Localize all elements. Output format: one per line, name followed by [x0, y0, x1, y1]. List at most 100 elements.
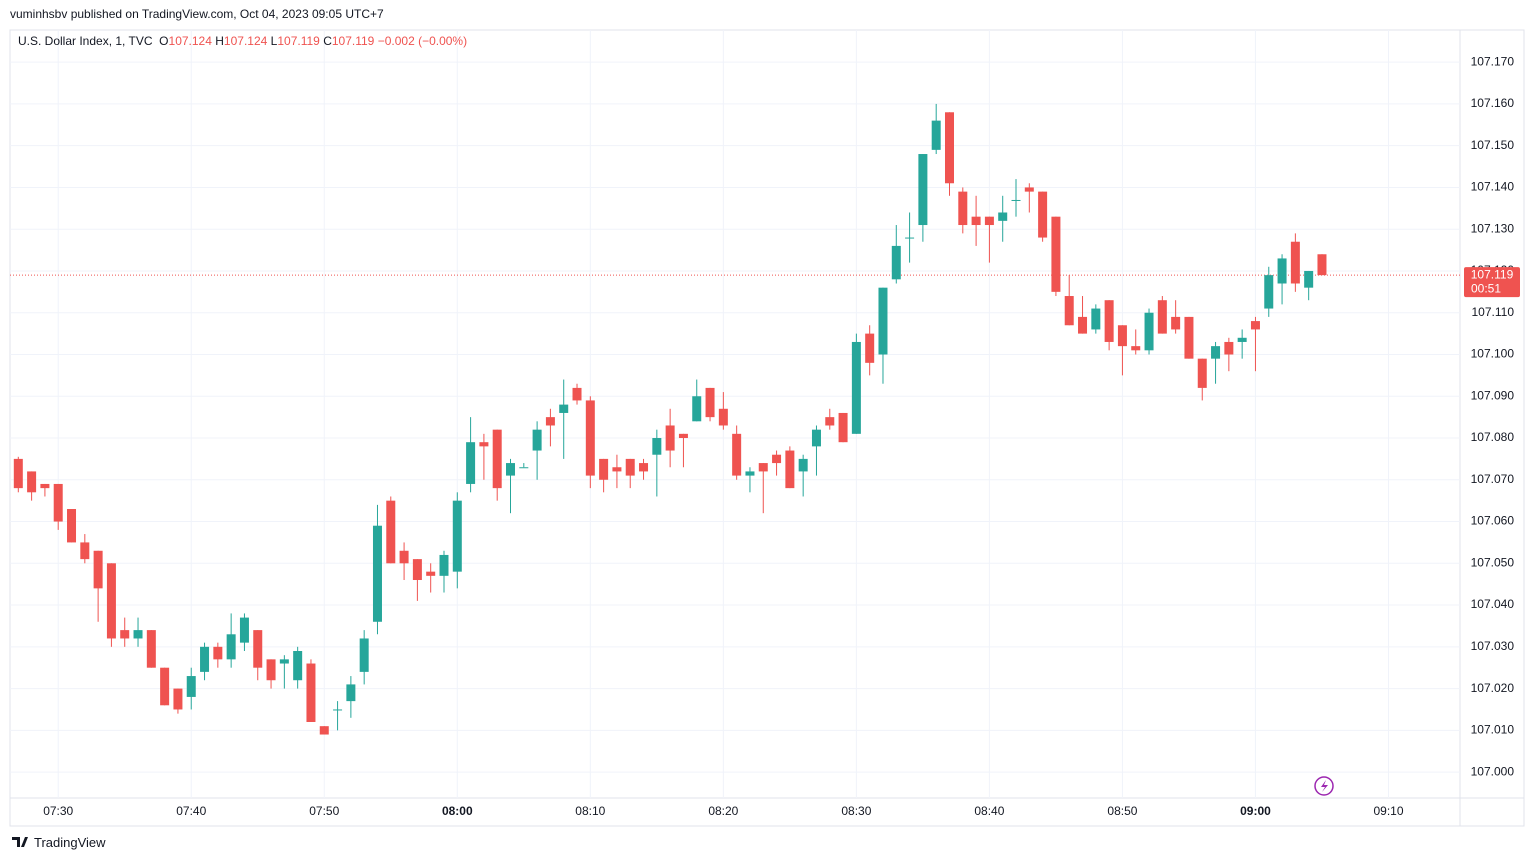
- candle: [599, 458, 609, 493]
- body: [186, 676, 196, 697]
- body: [1317, 254, 1327, 276]
- lightning-icon[interactable]: [1314, 776, 1334, 796]
- body: [412, 559, 422, 581]
- candle: [585, 396, 595, 489]
- body: [811, 429, 821, 447]
- y-tick-label: 107.110: [1472, 305, 1515, 319]
- candle: [399, 542, 409, 581]
- y-tick-label: 107.000: [1471, 764, 1515, 778]
- x-tick-label: 07:30: [43, 804, 73, 818]
- candle: [1091, 304, 1101, 334]
- candle: [545, 408, 555, 447]
- body: [865, 333, 875, 363]
- candle: [931, 103, 941, 155]
- candle: [811, 425, 821, 476]
- candle: [1211, 341, 1221, 384]
- candle: [53, 483, 63, 530]
- body: [1304, 270, 1314, 288]
- candle: [120, 617, 130, 647]
- candle: [146, 630, 156, 668]
- candle: [133, 617, 143, 647]
- y-tick-label: 107.040: [1471, 597, 1515, 611]
- candle: [479, 433, 489, 480]
- body: [1171, 316, 1181, 330]
- candle: [1144, 308, 1154, 355]
- candle: [372, 504, 382, 635]
- body: [1224, 341, 1234, 355]
- candle: [426, 563, 436, 593]
- body: [612, 467, 622, 472]
- candle: [293, 646, 303, 689]
- body: [386, 500, 396, 564]
- candle: [1104, 300, 1114, 351]
- body: [1117, 325, 1127, 347]
- x-tick-label: 08:00: [442, 804, 473, 818]
- body: [851, 341, 861, 434]
- candle: [1317, 254, 1327, 276]
- body: [599, 458, 609, 480]
- body: [253, 630, 263, 668]
- body: [931, 120, 941, 150]
- body: [1104, 300, 1114, 342]
- o-value: 107.124: [168, 34, 212, 48]
- candle: [1250, 316, 1260, 372]
- candle: [891, 225, 901, 284]
- candle: [106, 563, 116, 647]
- candle: [160, 667, 170, 706]
- candle: [878, 287, 888, 384]
- candle: [253, 630, 263, 681]
- y-tick-label: 107.070: [1471, 472, 1515, 486]
- body: [1211, 346, 1221, 359]
- body: [319, 726, 329, 735]
- candle: [1237, 329, 1247, 359]
- body: [905, 237, 915, 239]
- candle: [1117, 325, 1127, 376]
- body: [532, 429, 542, 451]
- candle: [13, 456, 23, 493]
- candle: [1277, 254, 1287, 305]
- candle: [865, 325, 875, 376]
- body: [239, 617, 249, 643]
- brand[interactable]: TradingView: [34, 835, 106, 850]
- candle: [1157, 296, 1167, 334]
- candle: [27, 471, 37, 501]
- body: [825, 417, 835, 426]
- candle: [1224, 337, 1234, 372]
- body: [346, 684, 356, 702]
- y-tick-label: 107.130: [1471, 221, 1515, 235]
- body: [133, 630, 143, 639]
- candle: [412, 559, 422, 601]
- body: [998, 212, 1008, 221]
- body: [226, 634, 236, 660]
- candle: [1197, 358, 1207, 401]
- y-tick-label: 107.030: [1471, 639, 1515, 653]
- body: [745, 471, 755, 476]
- candle: [1011, 179, 1021, 217]
- candle: [785, 446, 795, 489]
- l-label: L: [270, 34, 278, 48]
- x-tick-label: 08:40: [974, 804, 1004, 818]
- body: [27, 471, 37, 493]
- body: [785, 450, 795, 489]
- y-tick-label: 107.050: [1471, 555, 1515, 569]
- body: [1011, 199, 1021, 201]
- candle: [905, 212, 915, 263]
- chart-frame: [9, 29, 1525, 827]
- body: [944, 112, 954, 184]
- candle: [984, 216, 994, 263]
- candle: [998, 195, 1008, 242]
- candle: [506, 458, 516, 514]
- publisher: vuminhsbv published on TradingView.com, …: [10, 7, 384, 21]
- candle: [971, 195, 981, 246]
- candle: [93, 550, 103, 622]
- body: [160, 667, 170, 706]
- body: [293, 650, 303, 681]
- body: [1144, 312, 1154, 351]
- candle: [678, 433, 688, 468]
- body: [1051, 216, 1061, 292]
- h-value: 107.124: [223, 34, 268, 48]
- candle: [1064, 275, 1074, 326]
- body: [1197, 358, 1207, 388]
- body: [1131, 346, 1141, 351]
